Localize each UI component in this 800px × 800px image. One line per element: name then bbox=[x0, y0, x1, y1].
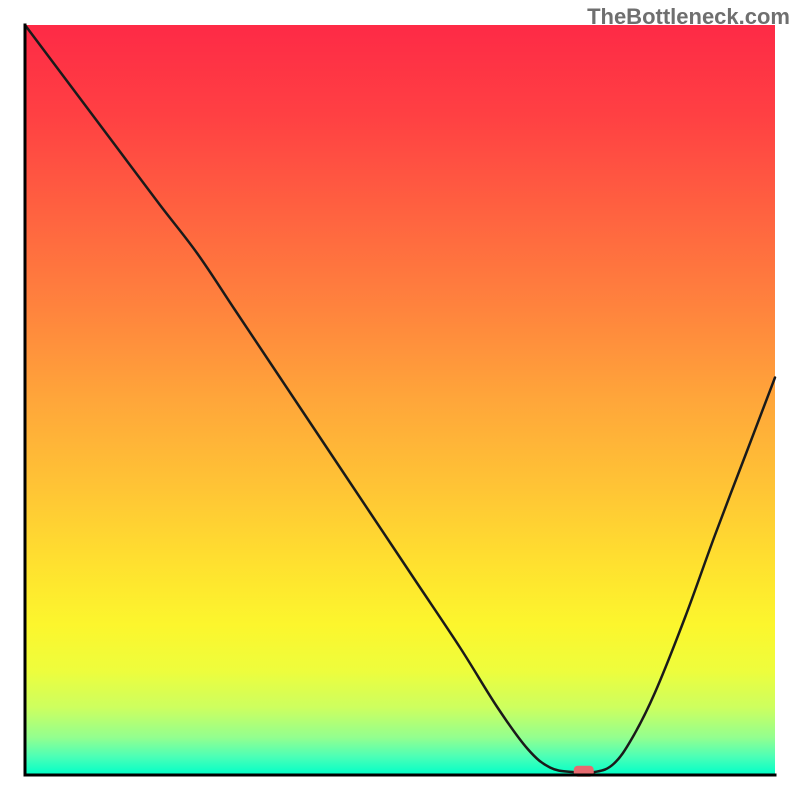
chart-svg bbox=[0, 0, 800, 800]
gradient-background bbox=[25, 25, 775, 775]
bottleneck-chart: TheBottleneck.com bbox=[0, 0, 800, 800]
